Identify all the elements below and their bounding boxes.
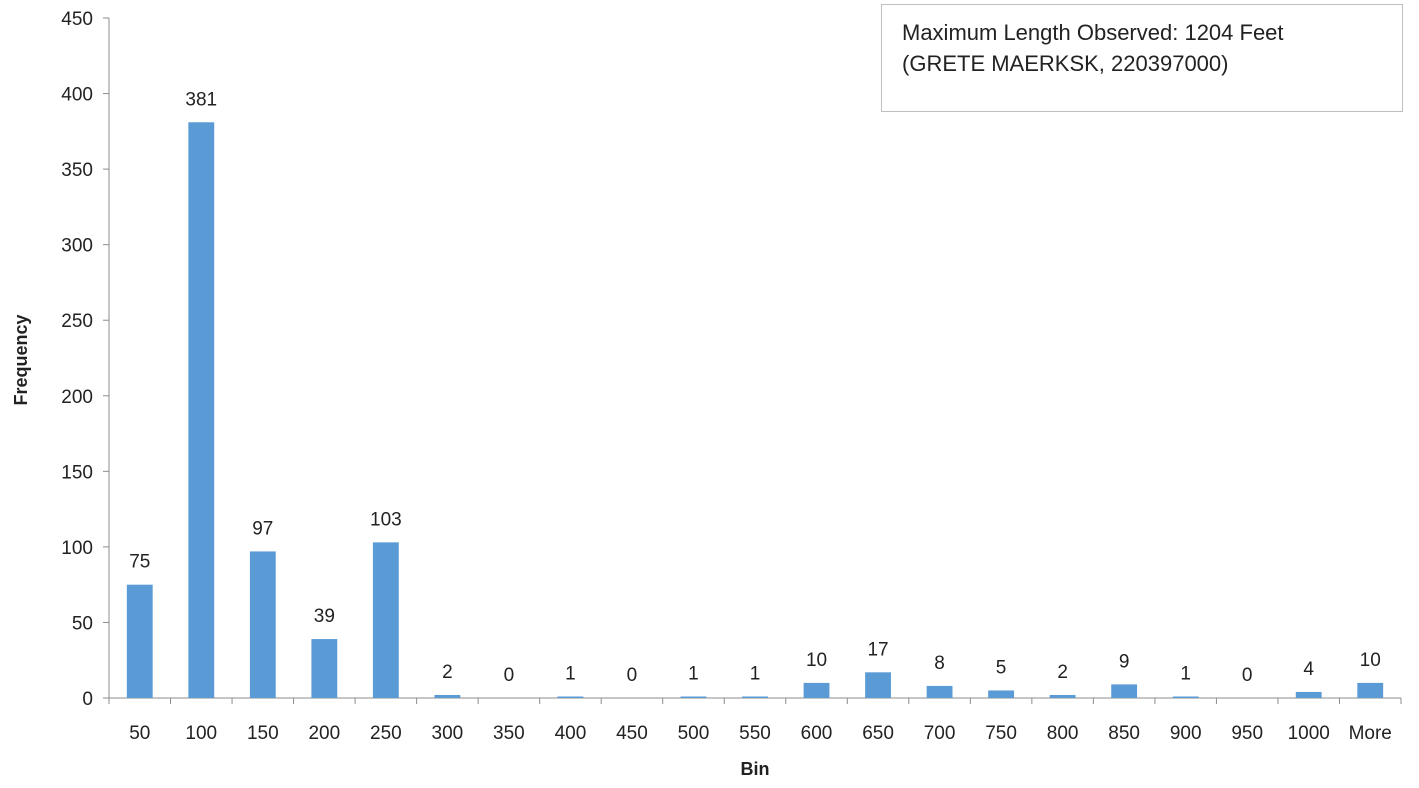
x-tick-label: 50: [129, 723, 150, 744]
data-label: 1: [565, 663, 576, 684]
data-label: 0: [1242, 665, 1253, 686]
data-label: 2: [442, 662, 453, 683]
x-tick-label: 550: [739, 723, 771, 744]
x-tick-label: 650: [862, 723, 894, 744]
bar-900: [1172, 696, 1199, 698]
y-axis: 0 50 100 150 200 250 300 350 400 450: [61, 9, 110, 710]
bar-300: [434, 694, 461, 698]
data-label: 9: [1119, 651, 1130, 672]
data-label: 1: [1180, 663, 1191, 684]
bar-200: [311, 639, 338, 698]
x-tick-label: 850: [1108, 723, 1140, 744]
x-tick-label: 250: [370, 723, 402, 744]
y-tick-label: 400: [61, 85, 93, 106]
data-label: 39: [314, 606, 335, 627]
data-label: 381: [185, 89, 217, 110]
y-tick-label: 100: [61, 538, 93, 559]
x-tick-label: 1000: [1288, 723, 1330, 744]
data-label: 4: [1303, 659, 1314, 680]
data-label: 5: [996, 657, 1007, 678]
x-tick-label: More: [1349, 723, 1392, 744]
bar-850: [1111, 684, 1138, 698]
bar-100: [188, 122, 215, 699]
data-label: 97: [252, 518, 273, 539]
x-tick-label: 700: [924, 723, 956, 744]
x-tick-label: 800: [1047, 723, 1079, 744]
bar-1000: [1295, 691, 1322, 698]
x-tick-label: 200: [308, 723, 340, 744]
x-tick-label: 450: [616, 723, 648, 744]
x-axis-title: Bin: [741, 759, 770, 779]
bars: [126, 122, 1384, 699]
annotation-textbox: Maximum Length Observed: 1204 Feet (GRET…: [881, 4, 1403, 112]
y-axis-title: Frequency: [11, 314, 31, 405]
x-tick-label: 750: [985, 723, 1017, 744]
data-label: 10: [806, 650, 827, 671]
data-label: 2: [1057, 662, 1068, 683]
y-tick-label: 0: [82, 689, 93, 710]
bar-550: [742, 696, 768, 698]
x-tick-label: 950: [1231, 723, 1263, 744]
bar-750: [988, 690, 1015, 698]
x-tick-label: 900: [1170, 723, 1202, 744]
bar-50: [126, 584, 153, 698]
bar-800: [1049, 694, 1076, 698]
y-tick-label: 300: [61, 236, 93, 257]
y-tick-label: 50: [72, 613, 93, 634]
y-tick-label: 150: [61, 462, 93, 483]
x-axis: 50 100 150 200 250 300 350 400 450 500 550 600 650 70…: [108, 697, 1402, 744]
y-tick-label: 250: [61, 311, 93, 332]
x-tick-label: 100: [185, 723, 217, 744]
data-label: 103: [370, 509, 402, 530]
data-label: 75: [129, 552, 150, 573]
bar-250: [372, 542, 399, 698]
data-label: 8: [934, 653, 945, 674]
x-tick-label: 300: [432, 723, 464, 744]
x-tick-label: 500: [678, 723, 710, 744]
data-label: 1: [688, 663, 699, 684]
y-tick-label: 200: [61, 387, 93, 408]
bar-400: [557, 696, 584, 698]
bar-500: [680, 696, 707, 698]
bar-700: [926, 685, 953, 698]
data-label: 1: [750, 663, 761, 684]
bar-150: [249, 551, 276, 698]
bar-600: [803, 682, 830, 698]
data-label: 17: [867, 639, 888, 660]
x-tick-label: 400: [555, 723, 587, 744]
annotation-line-2: (GRETE MAERKSK, 220397000): [902, 51, 1229, 76]
x-tick-label: 350: [493, 723, 525, 744]
data-label: 10: [1360, 650, 1381, 671]
y-tick-label: 350: [61, 160, 93, 181]
x-tick-label: 150: [247, 723, 279, 744]
data-label: 0: [504, 665, 515, 686]
annotation-line-1: Maximum Length Observed: 1204 Feet: [902, 20, 1284, 45]
data-label: 0: [627, 665, 638, 686]
y-tick-label: 450: [61, 9, 93, 30]
bar-650: [865, 672, 891, 698]
x-tick-label: 600: [801, 723, 833, 744]
bar-More: [1357, 682, 1384, 698]
